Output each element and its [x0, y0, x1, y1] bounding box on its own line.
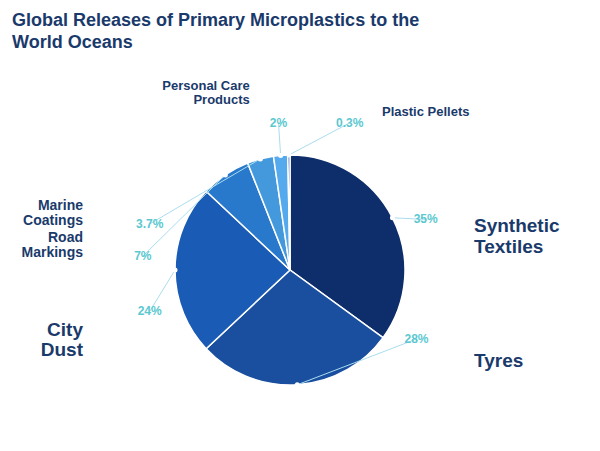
text-line: Global Releases of Primary Microplastics…: [12, 10, 419, 30]
connector-dot: [258, 156, 263, 161]
slices: [175, 155, 405, 385]
data-label: 3.7%: [136, 217, 164, 231]
category-label: Personal CareProducts: [162, 77, 249, 106]
connector-dot: [390, 215, 395, 220]
data-label: 24%: [138, 304, 162, 318]
text-line: Plastic Pellets: [382, 104, 469, 119]
text-line: Dust: [41, 339, 84, 360]
category-label: SyntheticTextiles: [474, 215, 560, 257]
data-label: 7%: [134, 249, 152, 263]
text-line: Tyres: [474, 349, 523, 370]
text-line: Textiles: [474, 235, 543, 256]
text-line: City: [47, 318, 83, 339]
text-line: Coatings: [23, 212, 83, 228]
connector-dot: [223, 172, 228, 177]
connector-dot: [295, 382, 300, 387]
connector-dot: [173, 268, 178, 273]
text-line: Road: [48, 229, 83, 245]
category-label: RoadMarkings: [22, 229, 84, 260]
connector-dot: [286, 153, 291, 158]
text-line: Synthetic: [474, 215, 560, 236]
text-line: World Oceans: [12, 32, 133, 52]
pie: 35% SyntheticTextiles 28% Tyres 24% CityDust 7…: [22, 77, 560, 387]
data-label: 2%: [270, 116, 288, 130]
text-line: Personal Care: [162, 77, 249, 92]
connector-dot: [278, 153, 283, 158]
text-line: Markings: [22, 244, 84, 260]
text-line: Marine: [38, 197, 83, 213]
data-label: 35%: [414, 212, 438, 226]
connector: [150, 159, 261, 224]
connector: [297, 339, 416, 385]
data-label: 28%: [404, 332, 428, 346]
slice: [288, 155, 290, 270]
category-label: CityDust: [41, 318, 84, 360]
category-label: Tyres: [474, 349, 523, 370]
category-label: Plastic Pellets: [382, 104, 469, 119]
category-label: MarineCoatings: [23, 197, 83, 228]
slice: [273, 155, 290, 270]
data-label: 0.3%: [336, 116, 364, 130]
annotations: 35% SyntheticTextiles 28% Tyres 24% CityDust 7…: [22, 77, 560, 387]
text-line: Products: [193, 91, 249, 106]
chart: Global Releases of Primary Microplastics…: [0, 0, 600, 451]
title: Global Releases of Primary Microplastics…: [12, 10, 419, 52]
